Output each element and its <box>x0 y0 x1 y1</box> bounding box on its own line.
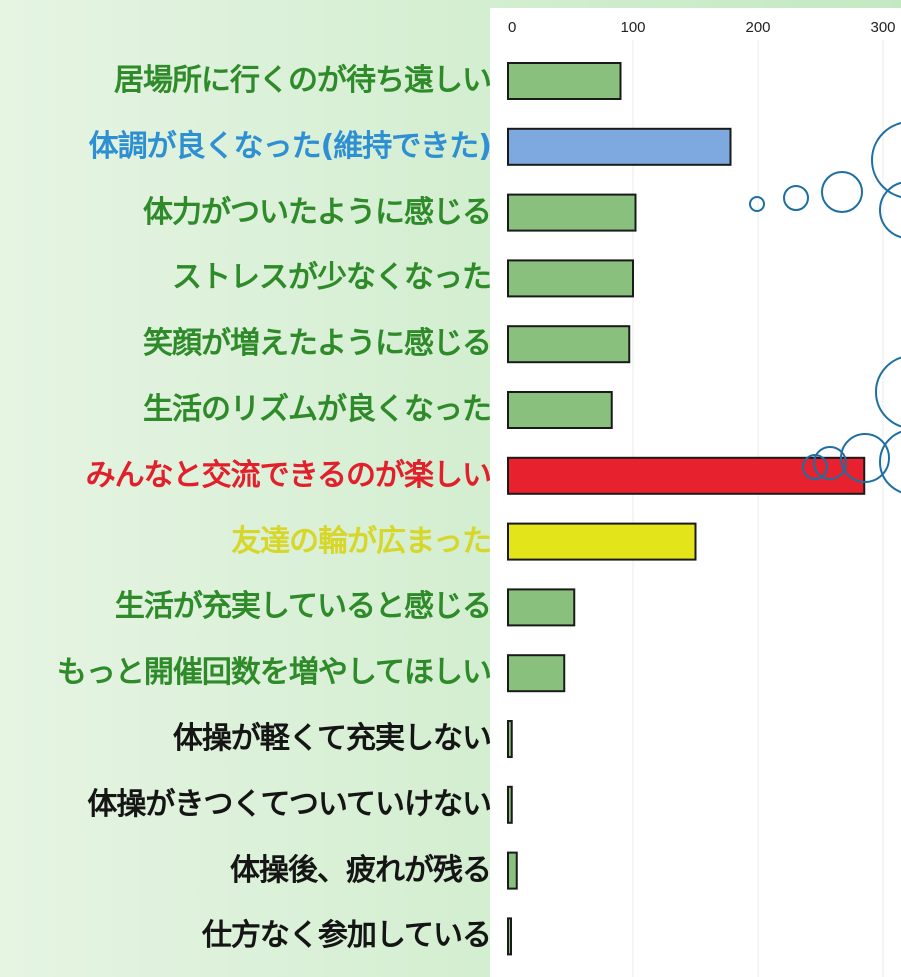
x-tick-label: 0 <box>508 19 516 36</box>
category-label: 体操後、疲れが残る <box>230 852 492 888</box>
bar <box>507 917 512 956</box>
bar <box>507 127 732 166</box>
bubble-decoration <box>749 122 901 494</box>
bar <box>507 785 513 824</box>
bar <box>507 851 518 890</box>
x-tick-label: 200 <box>745 19 770 36</box>
bubble-decoration-circle <box>821 171 863 213</box>
bar <box>507 654 566 693</box>
bubble-decoration-circle <box>875 356 901 428</box>
bubble-decoration-circle <box>840 433 890 483</box>
x-axis-ticks: 0 100 200 300 <box>508 19 896 36</box>
category-label: 体操がきつくてついていけない <box>87 786 492 822</box>
bubble-decoration-circle <box>871 122 901 198</box>
bubble-decoration-circle <box>813 446 847 480</box>
bubble-decoration-circle <box>749 196 765 212</box>
category-label: ストレスが少なくなった <box>172 260 492 296</box>
category-label: 体操が軽くて充実しない <box>172 721 492 756</box>
bar <box>507 391 613 429</box>
bar <box>507 325 631 364</box>
category-label: 笑顔が増えたように感じる <box>143 326 492 362</box>
x-tick-label: 300 <box>870 19 895 36</box>
bubble-decoration-circle <box>783 185 809 211</box>
bar <box>507 259 634 298</box>
bar <box>507 193 637 232</box>
category-label: 体調が良くなった(維持できた) <box>88 128 492 164</box>
bar <box>507 720 513 758</box>
category-label: 居場所に行くのが待ち遠しい <box>114 63 492 98</box>
category-label: 生活のリズムが良くなった <box>143 392 492 427</box>
category-label: 生活が充実していると感じる <box>114 589 492 625</box>
category-label: 体力がついたように感じる <box>143 194 492 230</box>
category-label: 仕方なく参加している <box>201 918 492 954</box>
bubble-decoration-circle <box>879 430 901 494</box>
category-label: もっと開催回数を増やしてほしい <box>56 655 492 691</box>
category-label: 友達の輪が広まった <box>231 523 492 559</box>
bubble-decoration-circle <box>879 181 901 239</box>
grid-lines <box>632 40 884 977</box>
bar <box>507 522 697 561</box>
category-label: みんなと交流できるのが楽しい <box>85 457 492 493</box>
x-tick-label: 100 <box>620 19 645 36</box>
bars <box>507 62 866 956</box>
bar <box>507 456 866 495</box>
bar <box>507 62 622 100</box>
bar <box>507 588 576 627</box>
